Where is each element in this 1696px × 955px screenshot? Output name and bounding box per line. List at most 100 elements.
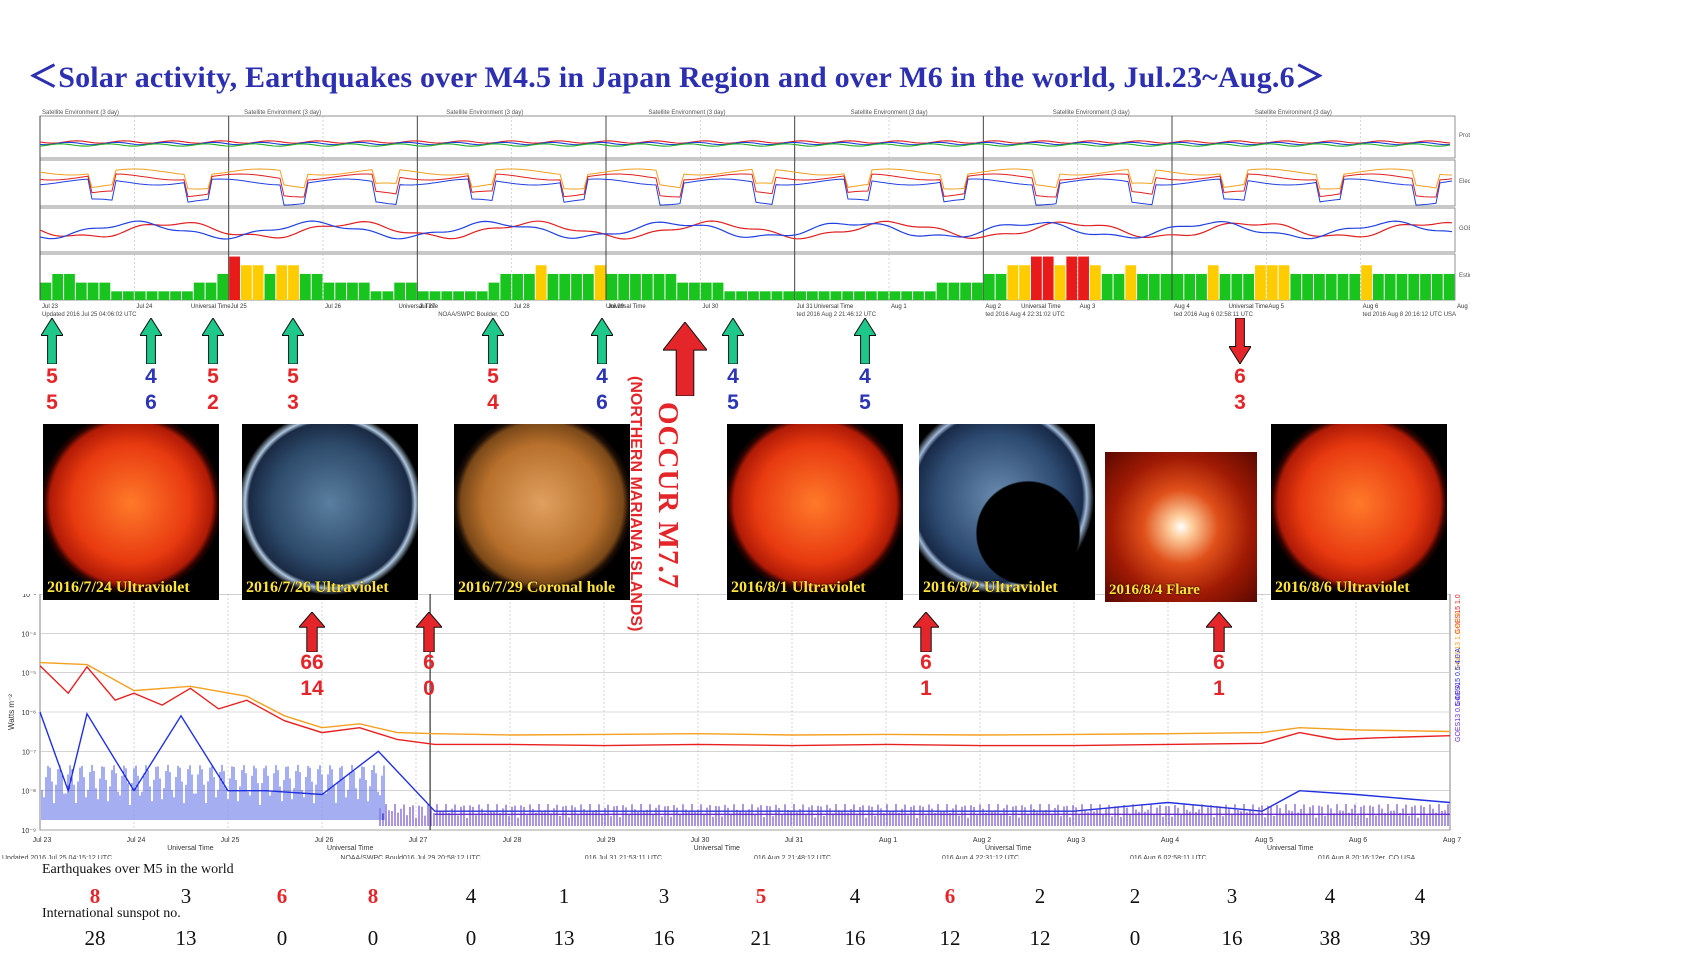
env-x-tick-9: Aug 1	[891, 304, 907, 310]
kp-bar	[712, 282, 724, 300]
xray-x-tick-11: Aug 3	[1067, 837, 1085, 844]
solar-image-caption: 2016/8/2 Ultraviolet	[923, 579, 1058, 596]
env-x-tick-3: Jul 26	[325, 304, 342, 310]
kp-bar	[1372, 273, 1384, 300]
earthquake-count-cell: 4	[1414, 884, 1426, 908]
kp-bar	[547, 273, 559, 300]
kp-bar	[1231, 273, 1243, 300]
xray-x-tick-2: Jul 25	[221, 837, 240, 844]
env-updated-label-4: ted 2016 Aug 6 02:58:11 UTC	[1174, 312, 1254, 318]
kp-bar	[64, 273, 75, 300]
solar-image-caption: 2016/7/24 Ultraviolet	[47, 579, 190, 596]
kp-bar	[842, 291, 854, 300]
env-x-tick-1: Jul 24	[136, 304, 153, 310]
big-earthquake-location: (NORTHERN MARIANA ISLANDS)	[627, 376, 644, 632]
kp-bar	[901, 291, 913, 300]
xray-x-tick-5: Jul 28	[503, 837, 522, 844]
env-axis-text-0: Universal Time	[191, 304, 231, 310]
kp-bar	[877, 291, 889, 300]
earthquake-count-cell: 1	[558, 884, 570, 908]
earthquakes-row-label: Earthquakes over M5 in the world	[42, 862, 234, 877]
proton-flux-line	[39, 143, 1451, 147]
kp-bar	[559, 273, 571, 300]
solar-image-4: 2016/8/2 Ultraviolet	[919, 424, 1095, 600]
env-right-label-1: Electron Flux	[1459, 179, 1470, 185]
solar-image-0: 2016/7/24 Ultraviolet	[43, 424, 219, 600]
kp-bar	[1431, 273, 1443, 300]
jp-quake-arrow-2	[202, 318, 224, 364]
env-x-tick-15: Aug 7	[1457, 304, 1470, 310]
earthquake-count-cell: 4	[465, 884, 477, 908]
xray-y-tick-5: 10⁻⁸	[22, 789, 36, 796]
earthquake-count-cell: 3	[658, 884, 670, 908]
kp-bar	[1184, 273, 1196, 300]
kp-bar	[995, 273, 1007, 300]
kp-bar	[1066, 256, 1078, 300]
xray-updated-label-6: 016 Aug 8 20:16:12er, CO USA	[1318, 855, 1416, 859]
xray-x-tick-8: Jul 31	[785, 837, 804, 844]
env-x-tick-12: Aug 4	[1174, 304, 1190, 310]
kp-bar	[771, 291, 783, 300]
world-quake-mag-int: 6	[423, 651, 435, 674]
world-quake-mag-int: 6	[920, 651, 932, 674]
sunspot-number-cell: 0	[1129, 926, 1141, 950]
world-quake-magnitude-0: 66 14	[290, 651, 334, 701]
env-updated-label-1: NOAA/SWPC Boulder, CO	[438, 312, 509, 318]
world-quake-arrow-3	[1206, 612, 1232, 652]
xray-x-tick-13: Aug 5	[1255, 837, 1273, 844]
xray-x-tick-10: Aug 2	[973, 837, 991, 844]
xray-noise-early	[41, 765, 385, 820]
kp-bar	[806, 291, 818, 300]
earthquake-count-cell: 2	[1129, 884, 1141, 908]
env-right-label-2: GOES Hp	[1459, 226, 1470, 232]
jp-quake-mag-dec: 4	[487, 391, 499, 414]
jp-quake-mag-dec: 5	[46, 391, 58, 414]
env-header-label-2: Satellite Environment (3 day)	[446, 110, 523, 116]
kp-bar	[1314, 273, 1325, 300]
solar-image-caption: 2016/7/29 Coronal hole	[458, 579, 616, 596]
xray-series-1	[39, 661, 1451, 736]
kp-bar	[854, 291, 865, 300]
jp-quake-arrow-8	[1229, 318, 1251, 364]
earthquake-count-cell: 8	[89, 884, 101, 908]
earthquake-count-cell: 8	[367, 884, 379, 908]
hp-line	[39, 220, 1453, 240]
jp-quake-mag-dec: 5	[727, 391, 739, 414]
jp-quake-mag-dec: 2	[207, 391, 219, 414]
jp-quake-mag-int: 4	[145, 365, 157, 388]
electron-flux-line	[39, 173, 1453, 198]
kp-bar	[1125, 265, 1137, 300]
env-updated-label-5: ted 2016 Aug 8 20:16:12 UTC USA	[1363, 312, 1456, 318]
kp-bar	[1290, 273, 1302, 300]
env-updated-label-2: ted 2016 Aug 2 21:46:12 UTC	[797, 312, 877, 318]
xray-legend-1: GOES13 1.0-8.0 A	[1455, 612, 1462, 670]
kp-bar	[700, 282, 712, 300]
jp-quake-mag-int: 5	[287, 365, 299, 388]
solar-image-2: 2016/7/29 Coronal hole	[454, 424, 630, 600]
world-quake-mag-dec: 1	[920, 677, 932, 700]
kp-bar	[123, 291, 134, 300]
satellite-environment-chart: Proton Flux Electron Flux GOES Hp Estimated…	[39, 110, 1470, 318]
env-x-tick-8: Jul 31	[797, 304, 814, 310]
world-quake-arrow-1	[416, 612, 442, 652]
xray-updated-label-2: 016 Jul 31 21:53:11 UTC	[585, 855, 662, 859]
sunspot-row-label: International sunspot no.	[42, 906, 181, 921]
world-quake-mag-int: 66	[300, 651, 324, 674]
env-x-tick-14: Aug 6	[1363, 304, 1379, 310]
world-quake-arrow-2	[913, 612, 939, 652]
xray-updated-label-1: NOAA/SWPC Bould016 Jul 29 20:58:12 UTC	[340, 855, 480, 859]
solar-image-6: 2016/8/6 Ultraviolet	[1271, 424, 1447, 600]
env-x-tick-10: Aug 2	[985, 304, 1001, 310]
xray-axis-text-0: Universal Time	[167, 845, 213, 852]
kp-bar	[653, 273, 665, 300]
solar-image-caption: 2016/8/1 Ultraviolet	[731, 579, 866, 596]
xray-y-tick-3: 10⁻⁶	[22, 710, 36, 717]
kp-bar	[453, 291, 464, 300]
kp-bar	[1101, 273, 1113, 300]
kp-bar	[677, 282, 689, 300]
world-quake-mag-dec: 0	[423, 677, 435, 700]
kp-bar	[795, 291, 806, 300]
